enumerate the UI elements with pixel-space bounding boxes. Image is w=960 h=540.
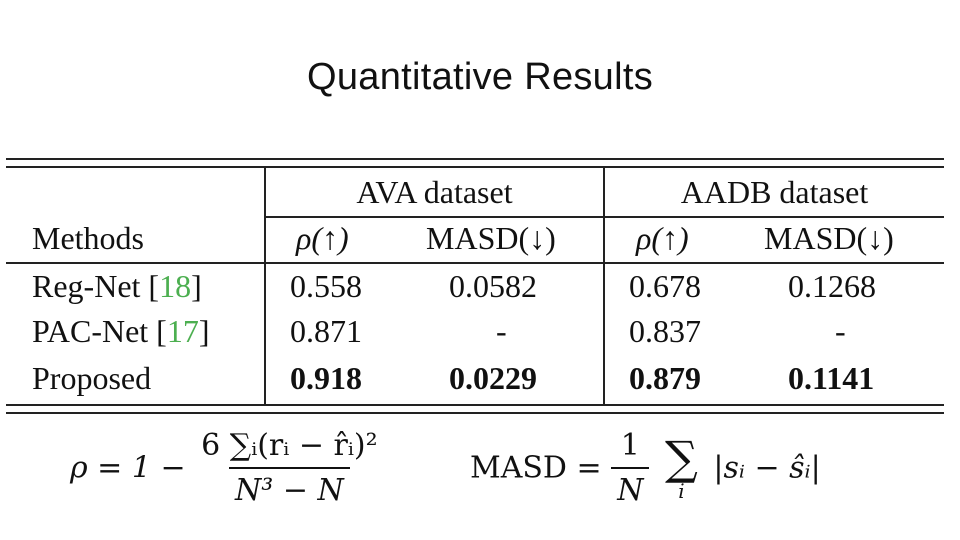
cell-pac-net-aadb-masd: -	[835, 313, 846, 349]
cell-reg-net-aadb-rho: 0.678	[629, 268, 701, 304]
formula-rho-denominator: N³ − N	[229, 467, 350, 508]
header-ava-masd: MASD(↓)	[426, 220, 556, 256]
formula-rho: ρ = 1 − 6 ∑ᵢ(rᵢ − r̂ᵢ)² N³ − N	[70, 428, 384, 508]
method-name: Reg-Net	[32, 268, 141, 304]
method-name: PAC-Net	[32, 313, 149, 349]
formula-masd-denominator: N	[611, 467, 650, 508]
cell-proposed-ava-rho: 0.918	[290, 360, 362, 396]
cell-reg-net-aadb-masd: 0.1268	[788, 268, 876, 304]
column-divider-datasets	[603, 167, 605, 404]
cell-pac-net-ava-masd: -	[496, 313, 507, 349]
formula-rho-fraction: 6 ∑ᵢ(rᵢ − r̂ᵢ)² N³ − N	[195, 428, 383, 508]
formula-masd-fraction: 1 N	[611, 428, 650, 508]
formula-rho-numerator: 6 ∑ᵢ(rᵢ − r̂ᵢ)²	[201, 428, 378, 463]
row-pac-net-method: PAC-Net [17]	[32, 313, 210, 349]
cell-pac-net-aadb-rho: 0.837	[629, 313, 701, 349]
cell-pac-net-ava-rho: 0.871	[290, 313, 362, 349]
group-header-ava: AVA dataset	[356, 174, 513, 210]
group-header-aadb: AADB dataset	[680, 174, 869, 210]
formula-masd-lhs: MASD =	[470, 450, 602, 486]
row-reg-net-method: Reg-Net [18]	[32, 268, 202, 304]
formula-masd-summation: ∑ i	[665, 435, 698, 501]
header-aadb-masd: MASD(↓)	[764, 220, 894, 256]
row-proposed-method: Proposed	[32, 360, 152, 396]
table-bottom-rule	[6, 404, 944, 406]
formula-rho-lhs: ρ = 1 −	[70, 450, 186, 486]
table-bottom-rule-2	[6, 412, 944, 414]
citation-ref: 17	[166, 313, 199, 349]
cell-proposed-ava-masd: 0.0229	[449, 360, 537, 396]
results-table: AVA dataset AADB dataset Methods ρ(↑) MA…	[6, 158, 944, 416]
header-ava-rho: ρ(↑)	[296, 220, 349, 256]
table-top-rule	[6, 158, 944, 160]
header-rule	[6, 262, 944, 264]
citation-ref: 18	[159, 268, 192, 304]
header-methods: Methods	[32, 220, 144, 256]
cell-reg-net-ava-masd: 0.0582	[449, 268, 537, 304]
formula-masd-numerator: 1	[620, 428, 640, 463]
page-title: Quantitative Results	[306, 56, 654, 98]
formula-masd-body: |sᵢ − ŝᵢ|	[713, 450, 821, 486]
formula-masd: MASD = 1 N ∑ i |sᵢ − ŝᵢ|	[470, 428, 821, 508]
header-aadb-rho: ρ(↑)	[636, 220, 689, 256]
cell-proposed-aadb-rho: 0.879	[629, 360, 701, 396]
table-top-rule-2	[6, 166, 944, 168]
cell-proposed-aadb-masd: 0.1141	[788, 360, 875, 396]
cell-reg-net-ava-rho: 0.558	[290, 268, 362, 304]
column-divider-methods	[264, 167, 266, 404]
sum-index: i	[678, 479, 685, 503]
sum-symbol: ∑	[665, 431, 698, 485]
